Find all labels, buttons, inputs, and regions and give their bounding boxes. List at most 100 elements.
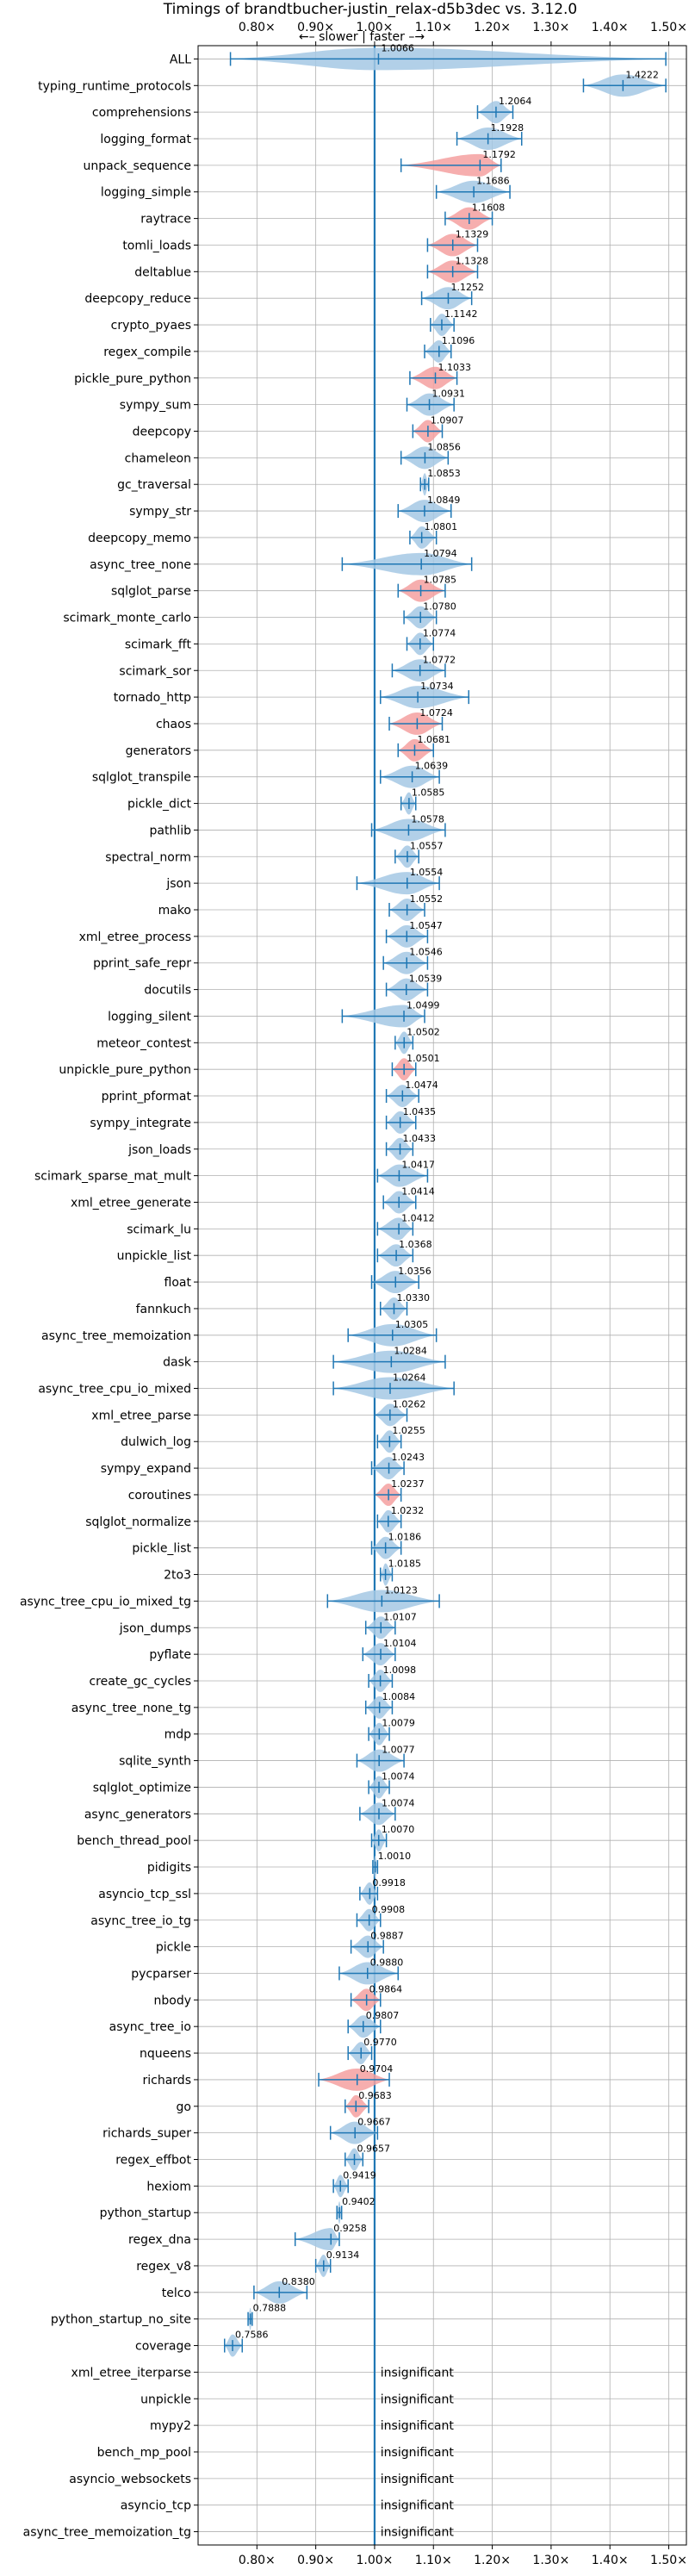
benchmark-marks: 1.0066 1.4222 1.2064 1.1928 1.1792 1.1686 1.16… xyxy=(223,42,667,2540)
value-annotation: 1.1686 xyxy=(476,176,510,187)
benchmark-label: nbody xyxy=(154,1994,192,2007)
benchmark-label: python_startup xyxy=(100,2206,191,2220)
benchmark-label: xml_etree_process xyxy=(79,930,191,944)
value-annotation: 0.9657 xyxy=(357,2144,391,2155)
benchmark-label: raytrace xyxy=(140,213,191,227)
value-annotation: 0.9918 xyxy=(372,1877,406,1888)
benchmark-label: xml_etree_parse xyxy=(91,1409,191,1422)
value-annotation: 0.9704 xyxy=(360,2063,394,2075)
benchmark-label: json xyxy=(165,877,191,891)
insignificant-label: insignificant xyxy=(381,2526,455,2540)
value-annotation: 1.0098 xyxy=(383,1664,417,1676)
benchmark-label: pickle xyxy=(156,1941,191,1955)
value-annotation: 0.9419 xyxy=(343,2169,376,2181)
benchmark-label: unpack_sequence xyxy=(84,159,191,173)
x-tick-label-top: 0.90× xyxy=(297,21,334,34)
benchmark-label: bench_thread_pool xyxy=(77,1834,191,1848)
value-annotation: 1.2064 xyxy=(499,96,532,107)
benchmark-label: coroutines xyxy=(128,1489,191,1503)
benchmark-label: bench_mp_pool xyxy=(97,2446,191,2460)
value-annotation: 1.0501 xyxy=(407,1053,440,1064)
value-annotation: 1.0232 xyxy=(391,1505,425,1516)
benchmark-label: dask xyxy=(163,1356,192,1370)
value-annotation: 1.0433 xyxy=(403,1133,437,1144)
value-annotation: 1.0554 xyxy=(410,867,443,878)
x-tick-label-top: 0.80× xyxy=(239,21,276,34)
benchmark-label: python_startup_no_site xyxy=(51,2313,191,2327)
benchmark-label: mako xyxy=(158,904,191,918)
value-annotation: 1.0931 xyxy=(432,389,466,400)
value-annotation: 1.0578 xyxy=(411,813,444,824)
benchmark-label: async_tree_memoization xyxy=(41,1329,191,1343)
benchmark-label: logging_silent xyxy=(108,1010,191,1024)
value-annotation: 1.0539 xyxy=(409,974,443,985)
benchmark-label: crypto_pyaes xyxy=(111,319,191,333)
value-annotation: 1.0435 xyxy=(403,1106,437,1117)
benchmark-label: typing_runtime_protocols xyxy=(38,79,191,93)
benchmark-label: scimark_lu xyxy=(127,1223,191,1236)
value-annotation: 1.0237 xyxy=(391,1478,425,1490)
benchmark-label: richards_super xyxy=(102,2127,191,2141)
value-annotation: 1.0474 xyxy=(405,1080,438,1091)
benchmark-label: async_tree_memoization_tg xyxy=(23,2526,191,2540)
benchmark-label: deltablue xyxy=(134,265,191,279)
value-annotation: 1.0284 xyxy=(394,1346,427,1357)
value-annotation: 0.9908 xyxy=(372,1904,406,1915)
value-annotation: 0.9880 xyxy=(370,1957,404,1968)
value-annotation: 1.0547 xyxy=(409,920,443,931)
benchmark-label: coverage xyxy=(135,2340,191,2354)
value-annotation: 1.1329 xyxy=(456,228,489,240)
benchmark-label: async_tree_io_tg xyxy=(90,1914,191,1928)
value-annotation: 1.0734 xyxy=(420,681,453,692)
insignificant-label: insignificant xyxy=(381,2419,455,2433)
value-annotation: 1.0546 xyxy=(409,947,442,958)
value-annotation: 1.1252 xyxy=(450,282,484,293)
value-annotation: 0.9807 xyxy=(366,2010,400,2021)
benchmark-label: dulwich_log xyxy=(121,1435,191,1449)
benchmark-label: json_loads xyxy=(127,1143,191,1157)
value-annotation: 1.0107 xyxy=(383,1611,417,1622)
benchmark-label: docutils xyxy=(144,984,191,998)
value-annotation: 1.0856 xyxy=(427,441,461,452)
benchmark-label: logging_simple xyxy=(101,186,191,200)
benchmark-label: pickle_dict xyxy=(127,798,192,812)
value-annotation: 1.0557 xyxy=(410,840,444,851)
benchmark-label: hexiom xyxy=(146,2180,191,2193)
value-annotation: 1.1928 xyxy=(491,122,525,134)
value-annotation: 1.0853 xyxy=(427,468,460,479)
value-annotation: 1.0066 xyxy=(381,42,414,53)
plot-frame xyxy=(197,45,687,2546)
x-tick-label-bottom: 1.00× xyxy=(356,2554,393,2567)
value-annotation: 1.1792 xyxy=(482,149,516,160)
benchmark-label: scimark_sparse_mat_mult xyxy=(34,1170,191,1184)
value-annotation: 1.1142 xyxy=(444,308,478,320)
value-annotation: 1.0785 xyxy=(424,575,457,586)
value-annotation: 0.8380 xyxy=(282,2276,315,2287)
x-tick-label-top: 1.00× xyxy=(356,21,393,34)
insignificant-label: insignificant xyxy=(381,2499,455,2513)
benchmark-label: pyflate xyxy=(149,1648,191,1662)
x-tick-label-top: 1.40× xyxy=(592,21,629,34)
value-annotation: 1.1033 xyxy=(438,362,471,373)
benchmark-label: tornado_http xyxy=(114,691,191,705)
benchmark-label: sqlglot_transpile xyxy=(92,771,191,785)
value-annotation: 1.0681 xyxy=(417,734,450,745)
value-annotation: 1.0417 xyxy=(401,1160,435,1171)
value-annotation: 0.9134 xyxy=(326,2249,360,2261)
value-annotation: 1.0794 xyxy=(424,548,457,559)
value-annotation: 1.0079 xyxy=(382,1718,415,1729)
benchmark-label: asyncio_tcp_ssl xyxy=(98,1888,191,1901)
value-annotation: 1.0255 xyxy=(392,1425,425,1436)
x-tick-label-bottom: 0.90× xyxy=(297,2554,334,2567)
benchmark-label: xml_etree_iterparse xyxy=(71,2366,191,2380)
value-annotation: 1.0104 xyxy=(383,1638,417,1649)
benchmark-label: pycparser xyxy=(131,1967,191,1981)
value-annotation: 1.0185 xyxy=(388,1559,422,1570)
value-annotation: 1.1328 xyxy=(456,255,489,266)
value-annotation: 1.0305 xyxy=(395,1319,429,1330)
value-annotation: 1.0849 xyxy=(427,495,461,506)
benchmark-label: deepcopy xyxy=(133,425,191,439)
x-tick-label-bottom: 1.10× xyxy=(415,2554,452,2567)
x-tick-label-top: 1.30× xyxy=(532,21,569,34)
